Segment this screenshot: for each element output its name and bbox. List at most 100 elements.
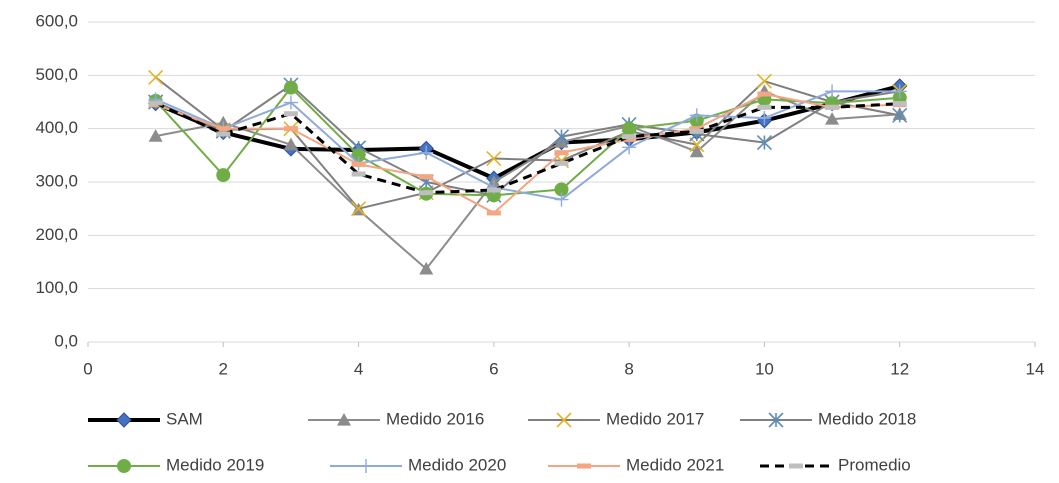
x-tick-label: 6 — [489, 359, 498, 378]
marker — [892, 84, 907, 99]
marker-part — [556, 412, 572, 428]
marker — [622, 140, 637, 155]
marker-part — [757, 104, 772, 110]
marker-part — [768, 412, 784, 428]
marker — [622, 134, 637, 140]
marker-part — [757, 111, 772, 125]
marker-part — [486, 187, 501, 193]
marker — [148, 69, 164, 86]
marker-part — [825, 104, 840, 110]
marker — [825, 112, 840, 125]
marker — [756, 73, 772, 89]
marker-part — [283, 137, 298, 151]
marker-part — [283, 111, 298, 117]
marker-part — [148, 129, 163, 142]
marker-part — [622, 121, 637, 136]
marker-part — [283, 80, 298, 95]
y-tick-label: 200,0 — [35, 225, 78, 244]
marker-part — [283, 126, 298, 132]
marker — [486, 187, 501, 193]
marker — [148, 100, 163, 106]
legend-item: Promedio — [760, 455, 911, 474]
marker — [689, 144, 704, 158]
marker — [117, 459, 131, 473]
marker — [622, 121, 637, 136]
marker — [689, 137, 705, 153]
legend-label: Medido 2016 — [386, 409, 484, 428]
marker-part — [825, 84, 840, 99]
legend-item: SAM — [88, 409, 203, 428]
marker-part — [622, 140, 637, 155]
marker-part — [554, 160, 569, 166]
marker — [283, 137, 298, 151]
x-tick-label: 2 — [219, 359, 228, 378]
series-line — [155, 101, 900, 195]
marker — [148, 129, 163, 142]
marker-part — [216, 126, 231, 132]
marker — [351, 148, 366, 163]
series-line — [155, 90, 900, 201]
y-tick-label: 600,0 — [35, 11, 78, 30]
series-line — [155, 83, 900, 197]
marker — [825, 104, 840, 110]
marker — [689, 108, 704, 123]
y-tick-label: 500,0 — [35, 65, 78, 84]
legend-item: Medido 2021 — [548, 455, 724, 474]
marker — [825, 84, 840, 99]
marker — [116, 412, 132, 428]
series-line — [155, 93, 900, 214]
marker — [768, 412, 784, 428]
x-tick-label: 0 — [83, 359, 92, 378]
marker-part — [419, 145, 434, 160]
marker — [283, 111, 298, 117]
marker-part — [892, 84, 907, 99]
marker — [419, 145, 434, 160]
marker-part — [622, 136, 637, 142]
marker-part — [419, 174, 434, 180]
marker — [419, 190, 434, 196]
marker-part — [756, 134, 772, 151]
marker — [757, 111, 772, 125]
marker-part — [756, 73, 772, 89]
marker-part — [351, 171, 366, 177]
marker-part — [689, 128, 704, 134]
x-tick-label: 8 — [624, 359, 633, 378]
legend-label: Medido 2021 — [626, 455, 724, 474]
marker — [757, 91, 772, 97]
legend-item: Medido 2019 — [88, 455, 264, 474]
marker — [689, 126, 704, 132]
marker-part — [117, 459, 131, 473]
marker-part — [789, 463, 803, 469]
marker-part — [622, 134, 637, 140]
marker-part — [283, 95, 298, 110]
marker-part — [553, 129, 570, 145]
marker-part — [825, 112, 840, 125]
marker-part — [486, 150, 502, 167]
marker-part — [892, 101, 907, 107]
series-line — [154, 86, 900, 197]
marker-part — [554, 150, 569, 156]
marker — [351, 201, 367, 217]
y-tick-label: 100,0 — [35, 278, 78, 297]
marker — [351, 161, 366, 167]
legend-item: Medido 2020 — [330, 455, 506, 474]
legend-label: SAM — [166, 409, 203, 428]
legend-label: Promedio — [838, 455, 911, 474]
marker-part — [216, 168, 231, 183]
legend-label: Medido 2018 — [818, 409, 916, 428]
marker-part — [351, 201, 367, 217]
marker — [283, 95, 298, 110]
marker-part — [116, 412, 132, 428]
marker — [351, 171, 366, 177]
x-tick-label: 12 — [890, 359, 909, 378]
marker — [789, 463, 803, 469]
legend-item: Medido 2016 — [308, 409, 484, 428]
marker-part — [577, 463, 591, 469]
legend-label: Medido 2020 — [408, 455, 506, 474]
y-tick-label: 300,0 — [35, 171, 78, 190]
marker-part — [148, 100, 163, 106]
marker-part — [216, 131, 231, 137]
marker — [622, 136, 637, 142]
marker-part — [419, 190, 434, 196]
marker-part — [757, 91, 772, 97]
